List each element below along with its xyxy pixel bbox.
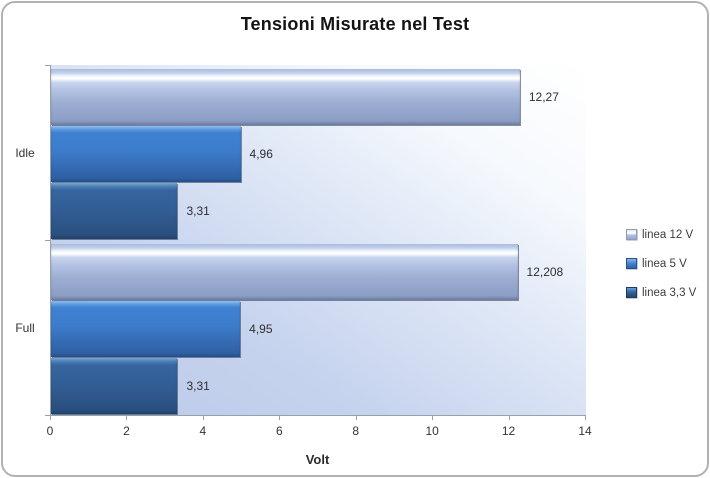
- x-tick-label: 4: [199, 424, 207, 438]
- legend-label: linea 12 V: [642, 228, 694, 241]
- legend-label: linea 3,3 V: [642, 286, 697, 299]
- legend-item-linea-12v: linea 12 V: [626, 220, 696, 249]
- x-tick-label: 10: [425, 424, 439, 438]
- x-axis-tick: [126, 415, 128, 420]
- x-axis-tick: [508, 415, 510, 420]
- legend: linea 12 V linea 5 V linea 3,3 V: [626, 220, 696, 307]
- x-tick-label: 6: [275, 424, 283, 438]
- bar-idle-linea-3-3v: [51, 183, 178, 239]
- data-label: 12,208: [526, 264, 564, 279]
- category-label-idle: Idle: [15, 145, 35, 160]
- x-axis-title: Volt: [305, 452, 330, 467]
- x-axis-tick: [202, 415, 204, 420]
- x-tick-label: 14: [578, 424, 592, 438]
- x-axis-tick: [585, 415, 586, 420]
- bar-idle-linea-12v: [51, 69, 520, 125]
- data-label: 3,31: [186, 378, 210, 393]
- bar-idle-linea-5v: [51, 126, 241, 182]
- y-axis-tick: [45, 65, 50, 66]
- x-axis-tick: [355, 415, 357, 420]
- y-axis-tick: [45, 415, 50, 416]
- legend-item-linea-5v: linea 5 V: [626, 249, 696, 278]
- x-axis-tick: [432, 415, 434, 420]
- x-tick-label: 12: [501, 424, 516, 438]
- chart-title: Tensioni Misurate nel Test: [240, 14, 470, 34]
- plot-area: [45, 65, 586, 416]
- x-tick-label: 0: [46, 424, 54, 438]
- x-tick-label: 8: [352, 424, 360, 438]
- data-label: 4,95: [249, 321, 273, 336]
- legend-swatch-icon: [626, 258, 637, 269]
- category-label-full: Full: [15, 320, 35, 335]
- y-axis-tick: [45, 240, 50, 241]
- legend-swatch-icon: [626, 287, 637, 298]
- x-tick-label: 2: [123, 424, 130, 438]
- bar-full-linea-12v: [51, 244, 518, 300]
- legend-item-linea-3-3v: linea 3,3 V: [626, 278, 696, 307]
- legend-swatch-icon: [626, 229, 637, 240]
- x-axis-tick: [279, 415, 281, 420]
- bar-full-linea-3-3v: [51, 358, 178, 414]
- x-axis-tick: [50, 415, 51, 420]
- data-label: 4,96: [249, 146, 273, 161]
- legend-label: linea 5 V: [642, 257, 687, 270]
- bar-full-linea-5v: [51, 301, 241, 357]
- data-label: 3,31: [186, 203, 210, 218]
- data-label: 12,27: [528, 89, 559, 104]
